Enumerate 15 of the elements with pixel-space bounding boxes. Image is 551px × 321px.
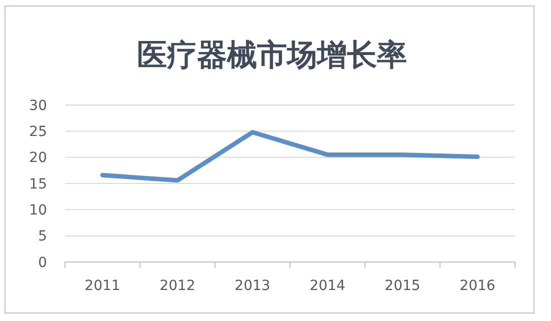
x-tick-label: 2011: [84, 278, 120, 294]
y-tick-label: 5: [38, 228, 47, 245]
y-tick-label: 10: [29, 202, 47, 219]
chart-title: 医疗器械市场增长率: [137, 38, 407, 73]
y-tick-label: 0: [38, 254, 47, 271]
x-tick-label: 2013: [234, 278, 270, 294]
x-tick-label: 2014: [310, 278, 346, 294]
y-tick-label: 20: [29, 150, 47, 166]
y-tick-label: 15: [29, 176, 47, 192]
y-tick-label: 30: [29, 98, 47, 114]
y-tick-label: 25: [29, 124, 47, 140]
x-tick-label: 2016: [460, 278, 496, 294]
x-tick-label: 2012: [160, 278, 196, 294]
line-series: [100, 130, 480, 183]
x-tick-label: 2015: [384, 278, 420, 294]
